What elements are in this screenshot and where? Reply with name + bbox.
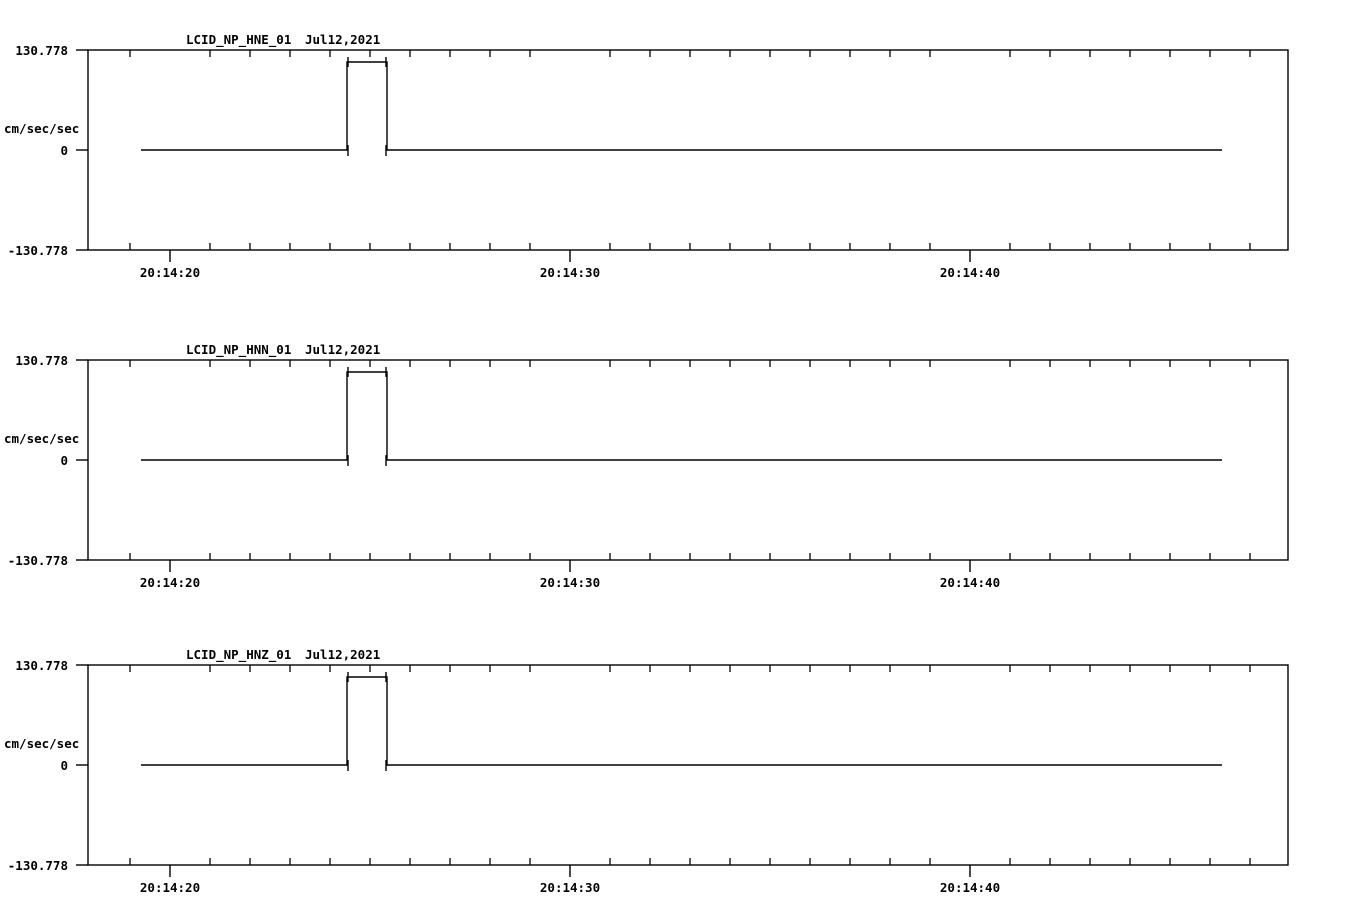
panel-plot-hnn: LCID_NP_HNN_01 Jul12,2021 130.778 cm/sec… [4,342,1289,590]
y-axis-units-hne: cm/sec/sec [4,121,79,136]
x-axis-major-ticks-hnn [169,560,971,572]
waveform-panel-hne: LCID_NP_HNE_01 Jul12,2021 130.778 cm/sec… [0,0,1358,290]
y-axis-label-max-hne: 130.778 [15,43,68,58]
y-axis-label-min-hnz: -130.778 [8,858,68,873]
panel-title-station-hnz: LCID_NP_HNZ_01 [186,647,291,663]
x-axis-label-2-hne: 20:14:40 [940,265,1000,280]
x-axis-label-1-hnn: 20:14:30 [540,575,600,590]
panel-plot-hne: LCID_NP_HNE_01 Jul12,2021 130.778 cm/sec… [4,32,1289,280]
waveform-panel-hnz: LCID_NP_HNZ_01 Jul12,2021 130.778 cm/sec… [0,615,1358,910]
y-axis-units-hnz: cm/sec/sec [4,736,79,751]
y-axis-ticks-hnn [76,359,88,561]
x-axis-minor-ticks-hnz [129,665,1251,865]
x-axis-minor-ticks-hne [129,50,1251,250]
panel-title-station-hnn: LCID_NP_HNN_01 [186,342,291,358]
waveform-trace-hnz [141,672,1222,771]
y-axis-label-max-hnn: 130.778 [15,353,68,368]
y-axis-label-min-hne: -130.778 [8,243,68,258]
waveform-trace-hne [141,57,1222,156]
x-axis-label-0-hne: 20:14:20 [140,265,200,280]
x-axis-label-1-hne: 20:14:30 [540,265,600,280]
x-axis-major-ticks-hne [169,250,971,262]
x-axis-major-ticks-hnz [169,865,971,877]
x-axis-label-0-hnz: 20:14:20 [140,880,200,895]
x-axis-label-2-hnz: 20:14:40 [940,880,1000,895]
y-axis-ticks-hnz [76,664,88,866]
x-axis-label-1-hnz: 20:14:30 [540,880,600,895]
panel-title-date-hnn: Jul12,2021 [305,342,380,357]
y-axis-label-zero-hnz: 0 [60,758,68,773]
y-axis-label-zero-hne: 0 [60,143,68,158]
panel-plot-hnz: LCID_NP_HNZ_01 Jul12,2021 130.778 cm/sec… [4,647,1289,895]
y-axis-label-min-hnn: -130.778 [8,553,68,568]
y-axis-units-hnn: cm/sec/sec [4,431,79,446]
x-axis-label-0-hnn: 20:14:20 [140,575,200,590]
y-axis-label-zero-hnn: 0 [60,453,68,468]
x-axis-label-2-hnn: 20:14:40 [940,575,1000,590]
panel-title-date-hne: Jul12,2021 [305,32,380,47]
y-axis-ticks-hne [76,49,88,251]
waveform-panel-hnn: LCID_NP_HNN_01 Jul12,2021 130.778 cm/sec… [0,310,1358,600]
y-axis-label-max-hnz: 130.778 [15,658,68,673]
panel-title-station-hne: LCID_NP_HNE_01 [186,32,291,48]
panel-title-date-hnz: Jul12,2021 [305,647,380,662]
waveform-trace-hnn [141,367,1222,466]
x-axis-minor-ticks-hnn [129,360,1251,560]
